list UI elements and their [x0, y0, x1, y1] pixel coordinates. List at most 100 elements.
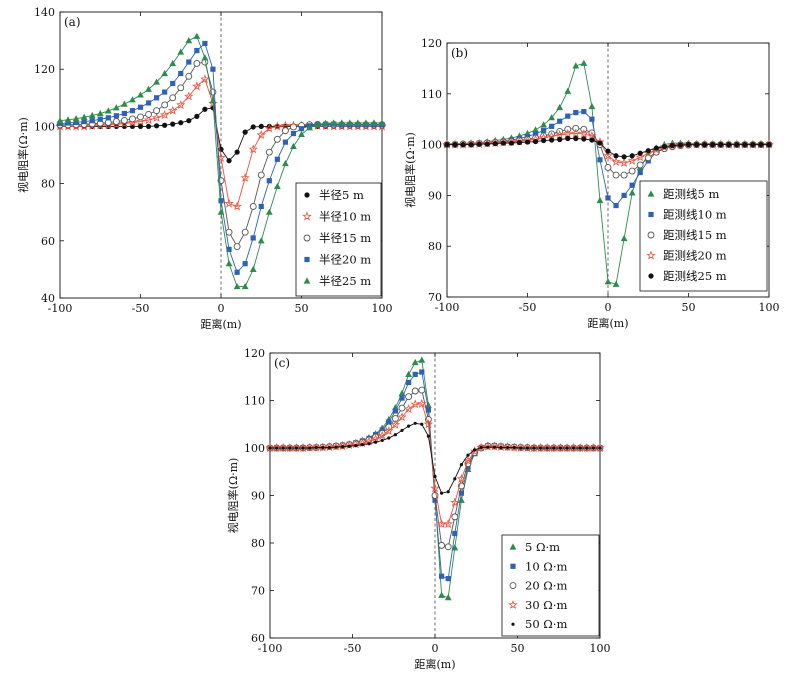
data-point — [621, 154, 627, 160]
data-point — [145, 110, 153, 118]
data-point — [301, 446, 305, 450]
data-point — [589, 116, 595, 122]
data-point — [233, 282, 241, 290]
data-point — [232, 201, 242, 211]
y-tick-label: 110 — [244, 395, 265, 408]
legend-marker — [509, 543, 517, 550]
data-point — [202, 40, 208, 47]
y-tick-label: 100 — [244, 442, 265, 455]
data-point — [234, 149, 240, 155]
data-point — [742, 142, 748, 148]
data-point — [298, 443, 308, 452]
legend-label: 距测线20 m — [663, 249, 727, 263]
data-point — [112, 118, 120, 125]
data-point — [413, 421, 417, 425]
data-point — [347, 444, 351, 448]
data-point — [403, 404, 414, 414]
data-point — [450, 497, 460, 507]
data-point — [105, 115, 111, 121]
data-point — [97, 116, 103, 122]
data-point — [540, 121, 547, 128]
data-point — [209, 97, 217, 104]
data-point — [629, 182, 635, 188]
y-tick-label: 110 — [421, 88, 442, 101]
data-point — [193, 32, 201, 39]
data-point — [555, 130, 565, 139]
data-point — [226, 158, 232, 164]
data-point — [629, 153, 635, 159]
data-point — [636, 161, 644, 169]
data-point — [484, 141, 490, 147]
data-point — [249, 265, 257, 272]
x-tick-label: 50 — [295, 302, 309, 315]
data-point — [88, 111, 96, 119]
data-point — [258, 203, 264, 210]
data-point — [430, 483, 440, 493]
data-point — [552, 446, 556, 450]
legend-label: 半径20 m — [319, 253, 371, 267]
legend-item: 50 Ω·m — [511, 617, 567, 631]
y-tick-label: 80 — [251, 537, 265, 550]
data-point — [233, 243, 241, 250]
data-point — [589, 137, 595, 143]
data-point — [578, 446, 582, 450]
data-point — [192, 81, 202, 91]
data-point — [718, 142, 724, 148]
data-point — [605, 195, 611, 201]
data-point — [274, 156, 280, 162]
data-point — [444, 543, 452, 551]
data-point — [620, 234, 628, 242]
data-point — [541, 127, 547, 133]
data-point — [184, 91, 194, 101]
data-point — [453, 477, 457, 481]
data-point — [438, 541, 446, 549]
data-point — [177, 48, 185, 55]
data-point — [499, 445, 503, 450]
data-point — [121, 123, 127, 129]
data-point — [637, 150, 643, 156]
panel-c: -100 -50 0 50 100 60 70 80 90 100 110 120 距离(m) 视电阻率(… — [226, 347, 611, 671]
data-point — [186, 118, 192, 124]
data-point — [137, 123, 144, 129]
legend-item: 半径25 m — [303, 274, 371, 288]
data-point — [557, 136, 563, 143]
data-point — [241, 228, 249, 236]
data-point — [145, 100, 152, 106]
data-point — [322, 119, 330, 126]
data-point — [405, 370, 412, 377]
data-point — [224, 198, 234, 208]
data-point — [399, 395, 405, 401]
data-point — [159, 110, 170, 119]
data-point — [240, 172, 250, 182]
legend-item: 距测线10 m — [648, 208, 727, 222]
data-point — [360, 443, 364, 447]
data-point — [452, 530, 458, 537]
legend-item: 半径15 m — [303, 231, 371, 245]
data-point — [596, 196, 604, 204]
data-point — [154, 95, 160, 101]
data-point — [281, 446, 285, 450]
data-point — [460, 142, 466, 148]
data-point — [161, 101, 169, 109]
data-point — [579, 128, 589, 138]
legend: 半径5 m 半径10 m 半径15 m 半径20 m 半径25 m — [295, 182, 382, 297]
data-point — [627, 155, 637, 165]
data-point — [73, 119, 79, 125]
data-point — [621, 192, 627, 198]
data-point — [564, 87, 572, 94]
data-point — [112, 104, 120, 111]
data-point — [710, 142, 716, 148]
data-point — [341, 444, 345, 449]
data-point — [185, 37, 193, 44]
panel-b: -100 -50 0 50 100 70 80 90 100 110 120 距离(m) 视电阻率(Ω·… — [403, 37, 780, 330]
data-point — [362, 119, 370, 126]
data-point — [420, 422, 424, 426]
data-point — [418, 356, 426, 363]
legend-label: 30 Ω·m — [525, 598, 567, 612]
data-point — [653, 145, 659, 151]
data-point — [392, 408, 398, 414]
data-point — [605, 148, 611, 154]
data-point — [466, 453, 470, 457]
data-point — [669, 143, 676, 149]
data-point — [137, 113, 144, 121]
